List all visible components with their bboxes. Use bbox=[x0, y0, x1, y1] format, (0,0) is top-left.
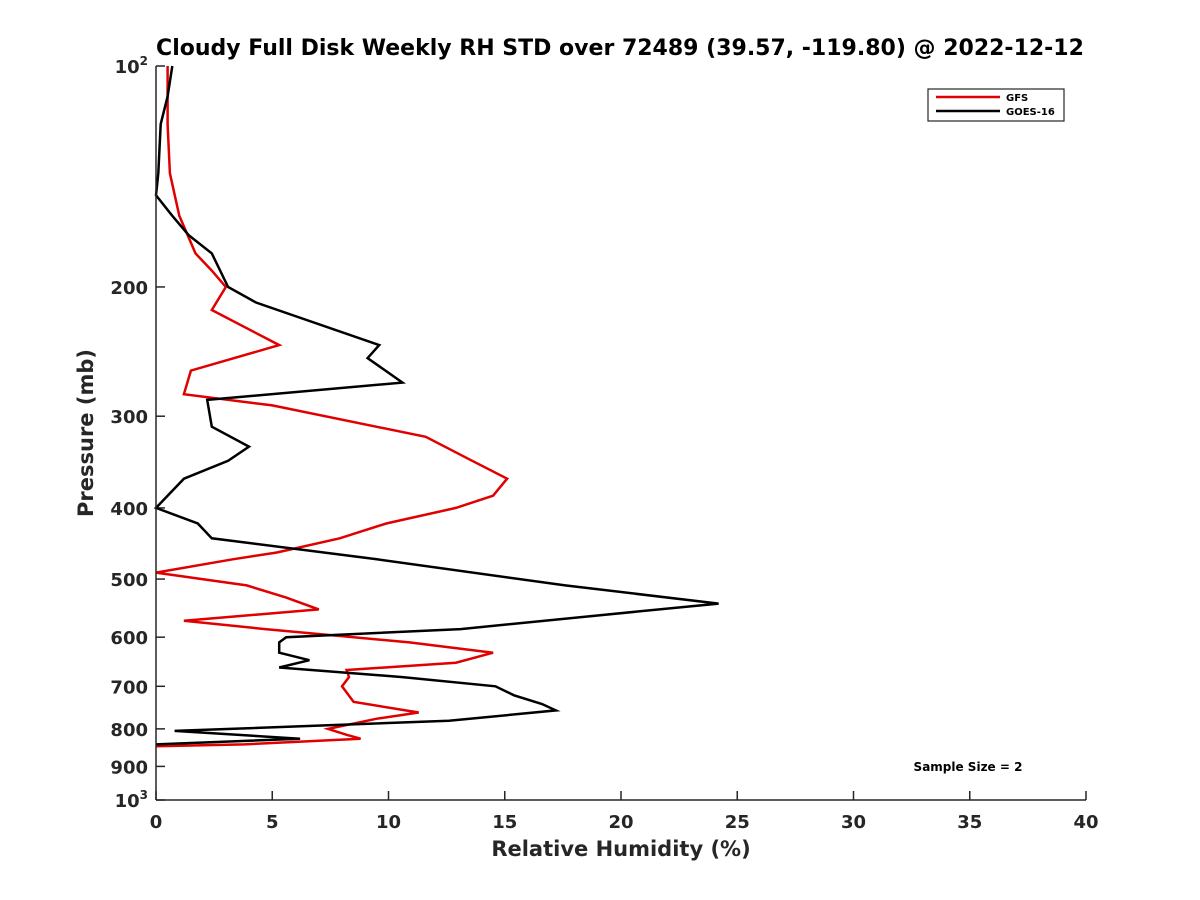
y-tick-label: 300 bbox=[110, 407, 148, 428]
x-tick-label: 25 bbox=[725, 812, 750, 833]
x-tick-label: 0 bbox=[150, 812, 163, 833]
series-layer bbox=[153, 65, 719, 748]
x-tick-label: 30 bbox=[841, 812, 866, 833]
y-tick-label: 102 bbox=[115, 54, 148, 78]
x-tick-label: 5 bbox=[266, 812, 279, 833]
series-line-gfs bbox=[155, 66, 510, 748]
y-tick-label: 400 bbox=[110, 499, 148, 520]
legend-label-goes16: GOES-16 bbox=[1006, 107, 1055, 118]
y-tick-label: 103 bbox=[115, 788, 148, 812]
plot-area-border bbox=[156, 66, 1086, 800]
sample-size-annotation: Sample Size = 2 bbox=[914, 760, 1023, 774]
chart-title: Cloudy Full Disk Weekly RH STD over 7248… bbox=[156, 36, 1084, 61]
y-axis-label: Pressure (mb) bbox=[74, 349, 98, 517]
x-axis-label: Relative Humidity (%) bbox=[491, 837, 750, 861]
y-tick-label: 200 bbox=[110, 278, 148, 299]
y-tick-label: 600 bbox=[110, 628, 148, 649]
y-tick-label: 700 bbox=[110, 677, 148, 698]
legend-label-gfs: GFS bbox=[1006, 93, 1028, 104]
legend: GFS GOES-16 bbox=[927, 88, 1065, 122]
y-tick-label: 900 bbox=[110, 757, 148, 778]
tick-layer: 0 5 10 15 20 25 30 35 40 102 200 300 400 500 600 700 800… bbox=[110, 54, 1098, 833]
x-tick-label: 40 bbox=[1073, 812, 1098, 833]
x-tick-label: 15 bbox=[492, 812, 517, 833]
y-tick-label: 500 bbox=[110, 570, 148, 591]
legend-box bbox=[927, 88, 1065, 122]
series-line-goes16 bbox=[153, 65, 719, 746]
x-tick-label: 35 bbox=[957, 812, 982, 833]
x-tick-label: 10 bbox=[376, 812, 401, 833]
x-tick-label: 20 bbox=[608, 812, 633, 833]
y-tick-label: 800 bbox=[110, 720, 148, 741]
